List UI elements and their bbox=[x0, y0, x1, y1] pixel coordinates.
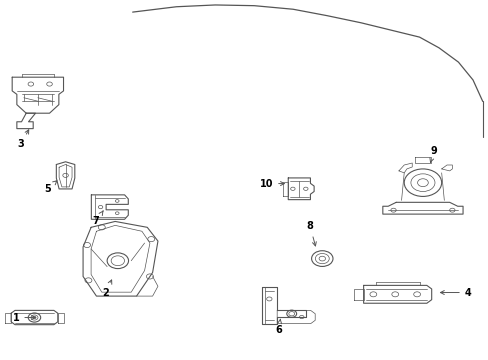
Text: 5: 5 bbox=[44, 181, 57, 194]
Text: 6: 6 bbox=[275, 319, 282, 335]
Text: 2: 2 bbox=[102, 280, 112, 297]
Text: 1: 1 bbox=[13, 312, 35, 323]
Text: 8: 8 bbox=[306, 221, 316, 246]
Text: 9: 9 bbox=[429, 147, 437, 162]
Text: 10: 10 bbox=[259, 179, 284, 189]
Text: 3: 3 bbox=[18, 130, 29, 149]
Text: 7: 7 bbox=[93, 211, 103, 226]
Text: 4: 4 bbox=[440, 288, 470, 297]
